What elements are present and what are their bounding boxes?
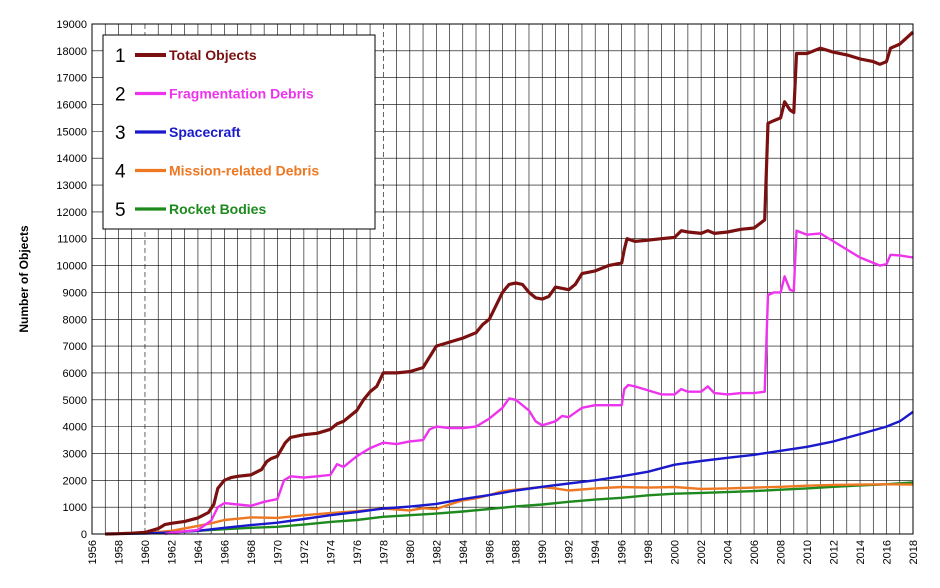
y-tick-label: 7000: [63, 341, 87, 353]
x-axis-tick-labels: 1956 1958 1960 1962 1964 1966 1968 1970 1972 1974…: [87, 540, 920, 564]
x-tick-label: 1982: [431, 540, 443, 564]
legend-label: Spacecraft: [169, 124, 241, 140]
x-tick-label: 1976: [352, 540, 364, 564]
x-tick-label: 2000: [670, 540, 682, 564]
y-tick-label: 9000: [63, 287, 87, 299]
y-tick-label: 14000: [56, 153, 87, 165]
x-tick-label: 1994: [590, 540, 602, 564]
x-tick-label: 1958: [113, 540, 125, 564]
x-tick-label: 1990: [537, 540, 549, 564]
x-tick-label: 2016: [882, 540, 894, 564]
x-tick-label: 1968: [246, 540, 258, 564]
y-tick-label: 11000: [57, 234, 87, 246]
legend-number: 3: [115, 123, 126, 144]
x-tick-label: 1970: [272, 540, 284, 564]
y-tick-label: 1000: [63, 502, 87, 514]
legend-label: Rocket Bodies: [169, 201, 266, 217]
y-tick-label: 13000: [56, 180, 87, 192]
x-tick-label: 1964: [193, 540, 205, 564]
x-tick-label: 2010: [802, 540, 814, 564]
series-line-spacecraft: [105, 410, 914, 536]
x-tick-label: 1974: [325, 540, 337, 564]
y-tick-label: 8000: [63, 314, 87, 326]
legend-number: 4: [115, 162, 126, 183]
x-tick-label: 1996: [617, 540, 629, 564]
x-tick-label: 2004: [723, 540, 735, 564]
x-tick-label: 1980: [405, 540, 417, 564]
y-tick-label: 16000: [56, 100, 87, 112]
y-tick-label: 12000: [56, 207, 87, 219]
x-tick-label: 2002: [696, 540, 708, 564]
x-tick-label: 2006: [749, 540, 761, 564]
y-tick-label: 18000: [56, 46, 87, 58]
y-axis-tick-labels: 0 1000 2000 3000 4000 5000 6000 7000 8000 9000 100…: [56, 19, 87, 541]
x-tick-label: 2008: [776, 540, 788, 564]
legend-number: 5: [115, 200, 126, 221]
x-tick-label: 1966: [219, 540, 231, 564]
series-line-rocket-bodies: [105, 481, 914, 536]
y-tick-label: 10000: [56, 261, 87, 273]
x-tick-label: 1986: [484, 540, 496, 564]
y-tick-label: 15000: [56, 126, 87, 138]
x-tick-label: 2012: [829, 540, 841, 564]
x-tick-label: 1972: [299, 540, 311, 564]
y-tick-label: 0: [81, 529, 87, 541]
legend: 1 Total Objects 2 Fragmentation Debris 3 Spac…: [102, 34, 376, 230]
x-tick-label: 1962: [166, 540, 178, 564]
y-tick-label: 19000: [56, 19, 87, 31]
x-tick-label: 1956: [87, 540, 99, 564]
x-tick-label: 1988: [511, 540, 523, 564]
y-axis-title: Number of Objects: [17, 225, 31, 333]
y-tick-label: 2000: [63, 475, 87, 487]
x-tick-label: 2018: [908, 540, 920, 564]
series-lines: [105, 30, 915, 536]
series-line-total-objects: [105, 30, 915, 536]
legend-number: 2: [115, 85, 126, 106]
x-tick-label: 1984: [458, 540, 470, 564]
x-tick-label: 2014: [855, 540, 867, 564]
y-tick-label: 5000: [63, 395, 87, 407]
y-tick-label: 4000: [63, 422, 87, 434]
legend-number: 1: [115, 46, 126, 67]
legend-label: Total Objects: [169, 47, 257, 63]
legend-label: Fragmentation Debris: [169, 86, 314, 102]
y-tick-label: 17000: [56, 73, 87, 85]
x-tick-label: 1960: [140, 540, 152, 564]
legend-label: Mission-related Debris: [169, 163, 319, 179]
plot-frame: [91, 23, 914, 535]
x-tick-label: 1998: [643, 540, 655, 564]
y-tick-label: 3000: [63, 448, 87, 460]
x-tick-label: 1978: [378, 540, 390, 564]
y-tick-label: 6000: [63, 368, 87, 380]
x-tick-label: 1992: [564, 540, 576, 564]
series-line-fragmentation-debris: [164, 229, 914, 536]
